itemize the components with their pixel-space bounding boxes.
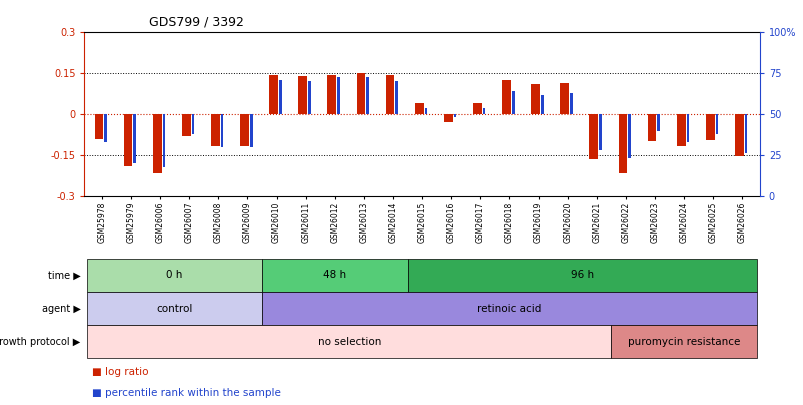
Bar	[589, 114, 597, 159]
Text: ■ log ratio: ■ log ratio	[92, 367, 149, 377]
Bar	[240, 114, 249, 145]
Bar	[210, 114, 219, 145]
Text: GDS799 / 3392: GDS799 / 3392	[149, 15, 243, 28]
Bar	[153, 114, 161, 173]
Bar	[414, 103, 423, 114]
Bar	[269, 75, 278, 114]
Bar	[715, 114, 717, 134]
Bar	[191, 114, 194, 134]
Bar	[705, 114, 714, 140]
Bar	[482, 108, 485, 114]
Bar	[560, 83, 569, 114]
Bar	[443, 114, 452, 122]
Text: ■ percentile rank within the sample: ■ percentile rank within the sample	[92, 388, 281, 398]
Text: 48 h: 48 h	[323, 271, 346, 280]
Bar	[628, 114, 630, 158]
Bar	[540, 95, 543, 114]
Bar	[336, 77, 340, 114]
Text: control: control	[157, 304, 193, 313]
Bar	[221, 114, 223, 147]
Text: 0 h: 0 h	[166, 271, 182, 280]
Bar	[618, 114, 626, 173]
Bar	[598, 114, 601, 150]
Bar	[676, 114, 685, 145]
Bar	[531, 84, 540, 114]
Text: time ▶: time ▶	[47, 271, 80, 280]
Bar	[327, 75, 336, 114]
Bar	[162, 114, 165, 166]
Bar	[133, 114, 136, 163]
Bar	[385, 75, 394, 114]
Bar	[657, 114, 659, 130]
Bar	[472, 103, 481, 114]
Bar	[104, 114, 107, 142]
Text: 96 h: 96 h	[570, 271, 593, 280]
Bar	[453, 114, 456, 117]
Bar	[357, 73, 365, 114]
Bar	[512, 91, 514, 114]
Bar	[734, 114, 743, 156]
Bar	[647, 114, 655, 141]
Text: retinoic acid: retinoic acid	[477, 304, 541, 313]
Bar	[395, 81, 397, 114]
Bar	[502, 80, 510, 114]
Bar	[279, 80, 281, 114]
Bar	[181, 114, 190, 136]
Bar	[95, 114, 104, 139]
Bar	[424, 108, 426, 114]
Bar	[744, 114, 747, 153]
Bar	[366, 77, 369, 114]
Text: no selection: no selection	[317, 337, 381, 347]
Bar	[686, 114, 688, 142]
Text: growth protocol ▶: growth protocol ▶	[0, 337, 80, 347]
Text: agent ▶: agent ▶	[42, 304, 80, 313]
Bar	[250, 114, 252, 147]
Bar	[569, 93, 572, 114]
Bar	[298, 76, 307, 114]
Text: puromycin resistance: puromycin resistance	[627, 337, 740, 347]
Bar	[308, 81, 311, 114]
Bar	[124, 114, 132, 166]
